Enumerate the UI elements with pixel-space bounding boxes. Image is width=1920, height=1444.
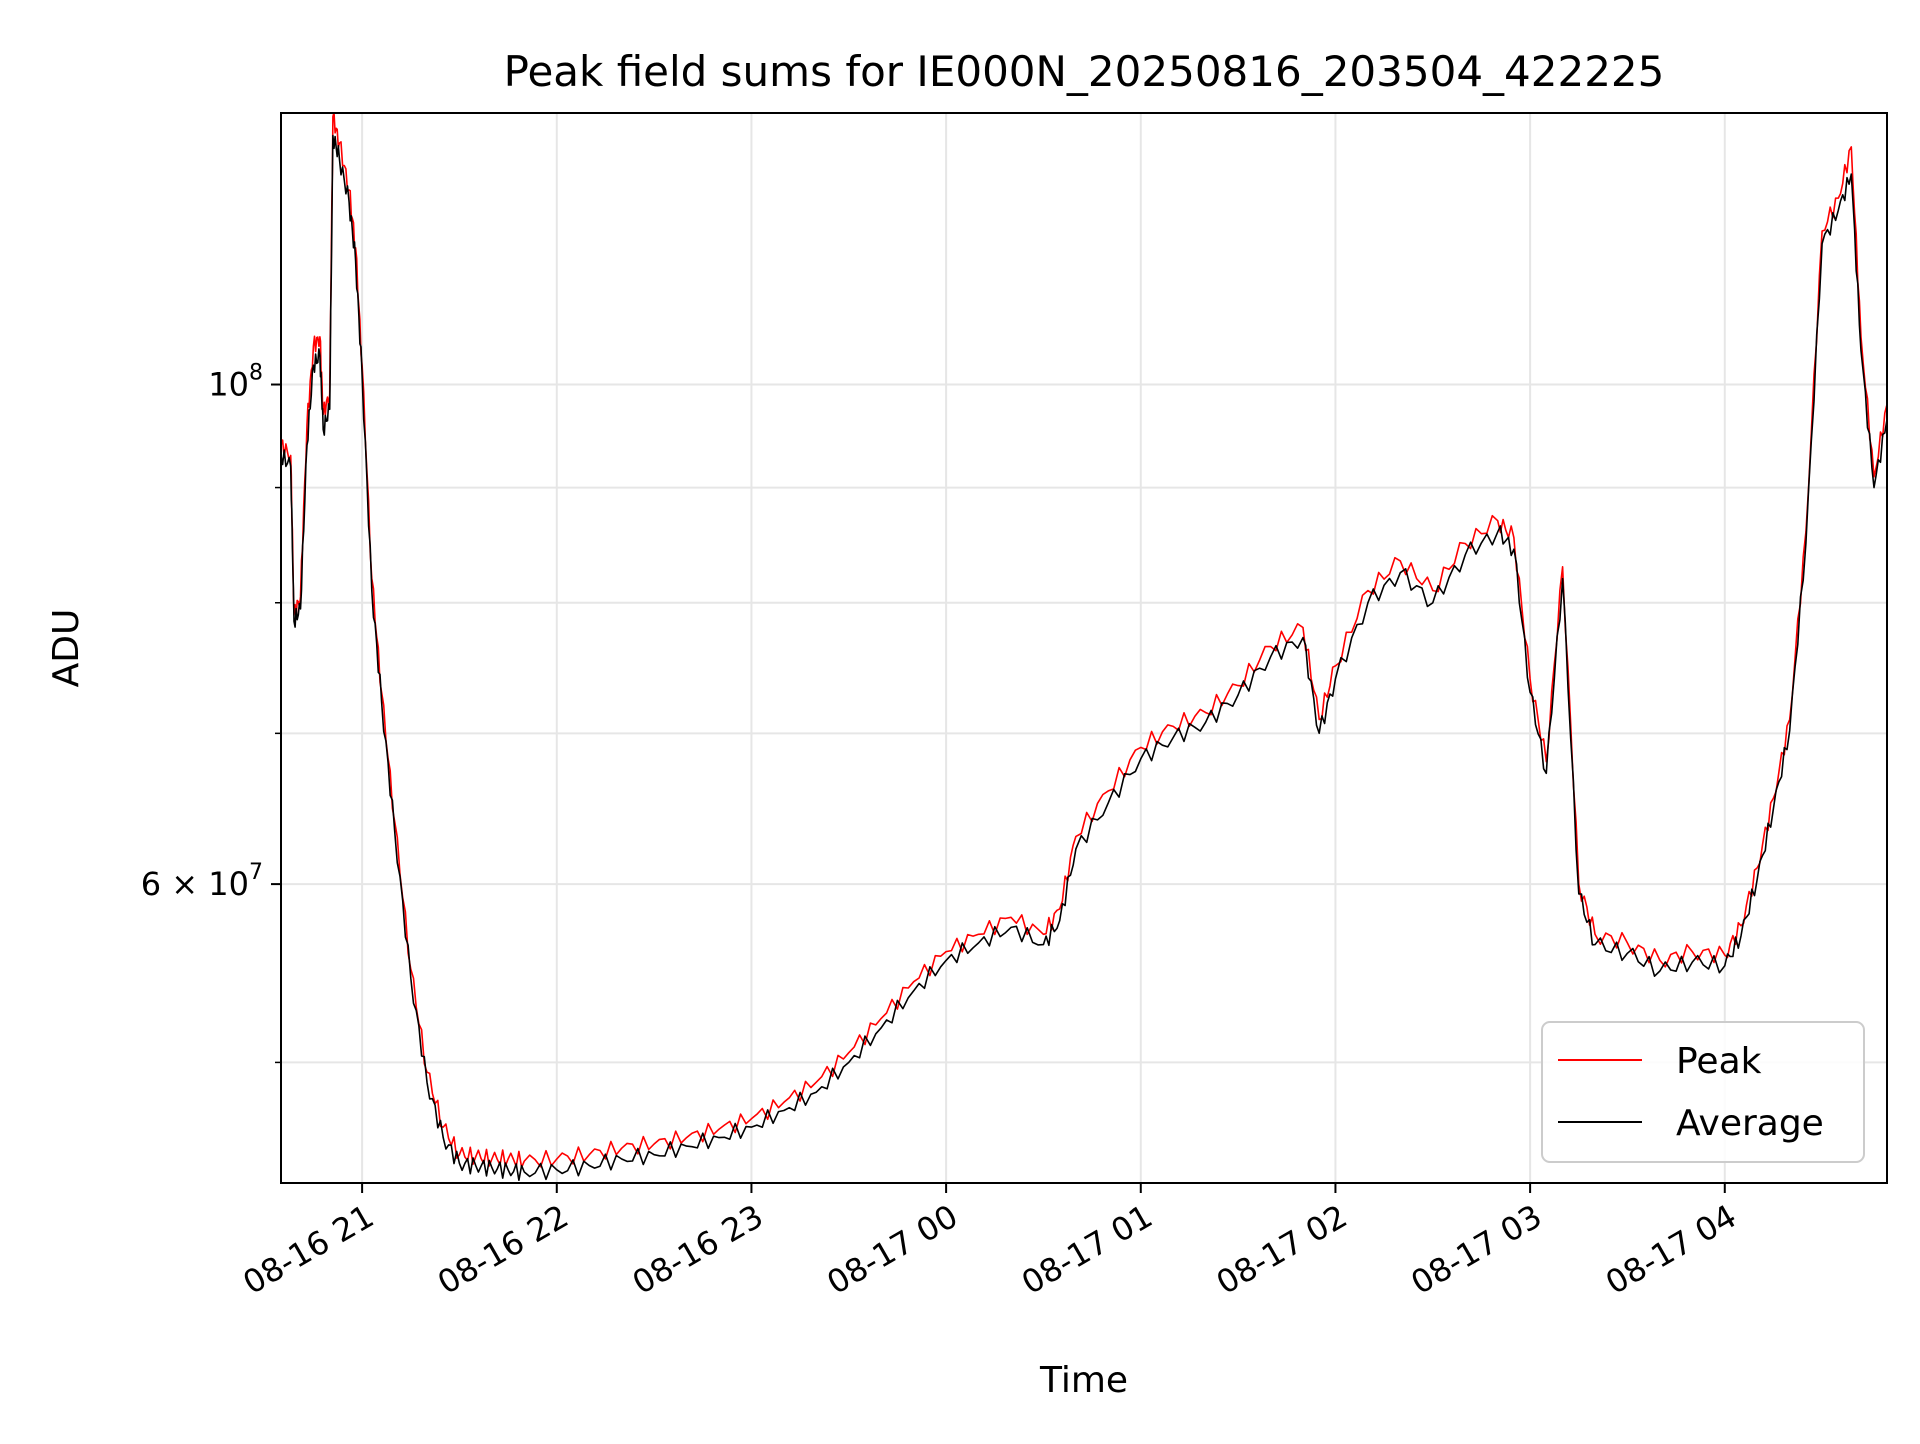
y-tick-base: 10	[208, 366, 249, 404]
x-tick-label: 08-16 23	[626, 1197, 770, 1302]
x-tick-label: 08-17 03	[1405, 1197, 1549, 1302]
x-tick-label: 08-16 21	[237, 1197, 381, 1302]
series-peak-line	[281, 113, 1887, 1169]
y-tick-label: 108	[208, 361, 263, 404]
y-tick-base: 10	[208, 865, 249, 903]
x-tick-label: 08-17 04	[1599, 1197, 1743, 1302]
x-tick-label: 08-17 02	[1210, 1197, 1354, 1302]
plot-frame	[280, 112, 1888, 1184]
legend: Peak Average	[1541, 1021, 1865, 1163]
x-axis-label: Time	[1039, 1360, 1128, 1401]
y-axis-label: ADU	[46, 609, 87, 688]
x-tick-label: 08-16 22	[431, 1197, 575, 1302]
series-average-line	[281, 134, 1887, 1181]
legend-label-peak: Peak	[1676, 1041, 1762, 1082]
y-tick-label: 6 × 107	[141, 860, 263, 903]
x-tick-label: 08-17 00	[821, 1197, 965, 1302]
y-tick-times: ×	[161, 865, 208, 903]
chart-title: Peak field sums for IE000N_20250816_2035…	[504, 47, 1665, 96]
series-layer	[281, 113, 1887, 1181]
y-tick-exponent: 8	[249, 361, 263, 386]
legend-label-average: Average	[1676, 1103, 1824, 1144]
y-tick-exponent: 7	[249, 860, 263, 885]
x-tick-label: 08-17 01	[1015, 1197, 1159, 1302]
grid	[281, 113, 1887, 1183]
y-tick-mantissa: 6	[141, 865, 161, 903]
x-axis-ticks: 08-16 21 08-16 22 08-16 23 08-17 00 08-17 01…	[237, 1183, 1743, 1302]
legend-box	[1541, 1021, 1865, 1163]
